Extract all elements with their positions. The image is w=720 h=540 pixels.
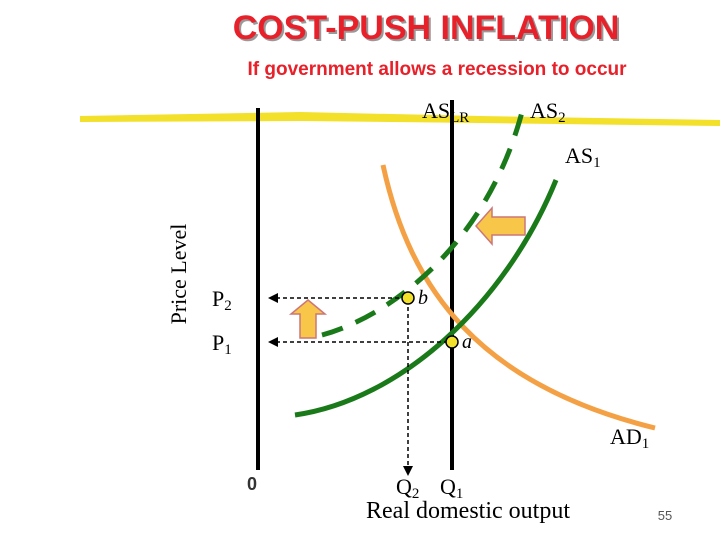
q1-label: Q1 [440, 474, 463, 502]
label-sub: 2 [224, 298, 232, 314]
point-a-label: a [462, 331, 472, 353]
as2-label: AS2 [530, 98, 566, 126]
label-sub: 2 [558, 110, 566, 126]
arrow-head [268, 337, 278, 347]
left-arrow [474, 206, 526, 246]
origin-label: 0 [247, 474, 257, 494]
page-number: 55 [658, 508, 672, 523]
label-sub: 2 [412, 486, 420, 502]
ad1-label: AD1 [610, 424, 649, 452]
brush-line [80, 112, 720, 126]
label-base: P [212, 286, 224, 311]
label-sub: 1 [642, 436, 650, 452]
label-sub: LR [450, 110, 469, 126]
subtitle: If government allows a recession to occu… [247, 59, 627, 80]
point-b-label: b [418, 287, 428, 309]
as2-curve [321, 111, 525, 338]
x-axis-label: Real domestic output [366, 498, 570, 524]
point-b [401, 291, 415, 305]
up-arrow [288, 299, 328, 339]
label-base: AS [530, 98, 558, 123]
label-sub: 1 [224, 342, 232, 358]
title-shadow: COST-PUSH INFLATION [235, 11, 622, 49]
arrow-head [268, 293, 278, 303]
label-base: Q [440, 474, 456, 499]
aslr-label: ASLR [422, 98, 469, 126]
y-axis-label: Price Level [166, 224, 191, 325]
label-sub: 1 [456, 486, 464, 502]
arrow-head [403, 466, 413, 476]
q2-label: Q2 [396, 474, 419, 502]
label-base: AS [565, 143, 593, 168]
as1-curve [294, 179, 559, 418]
label-sub: 1 [593, 155, 601, 171]
p1-label: P1 [212, 330, 232, 358]
as1-label: AS1 [565, 143, 601, 171]
title: COST-PUSH INFLATION [233, 9, 620, 47]
label-base: AD [610, 424, 642, 449]
label-base: Q [396, 474, 412, 499]
label-base: P [212, 330, 224, 355]
p2-label: P2 [212, 286, 232, 314]
ad-curve [380, 164, 656, 431]
point-a [445, 335, 459, 349]
label-base: AS [422, 98, 450, 123]
